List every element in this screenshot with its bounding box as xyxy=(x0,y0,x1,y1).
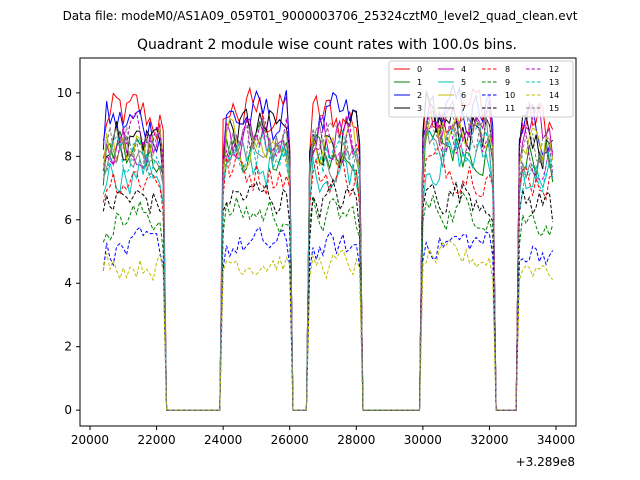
series-line-8 xyxy=(102,142,554,411)
x-tick-label: 20000 xyxy=(71,433,109,447)
legend-label: 4 xyxy=(461,65,466,74)
x-tick-label: 22000 xyxy=(137,433,175,447)
y-tick-label: 0 xyxy=(64,403,72,417)
legend-label: 3 xyxy=(417,104,422,113)
series-line-15 xyxy=(102,112,554,411)
chart-suptitle: Data file: modeM0/AS1A09_059T01_90000037… xyxy=(63,9,578,23)
legend-label: 13 xyxy=(549,78,559,87)
chart-title: Quadrant 2 module wise count rates with … xyxy=(137,37,517,53)
series-layer xyxy=(102,84,554,411)
legend-label: 10 xyxy=(505,91,515,100)
series-line-11 xyxy=(102,178,554,411)
legend-box xyxy=(388,60,574,118)
legend-label: 15 xyxy=(549,104,559,113)
y-tick-label: 10 xyxy=(57,86,72,100)
x-tick-label: 24000 xyxy=(204,433,242,447)
series-line-10 xyxy=(102,226,554,411)
legend-label: 2 xyxy=(417,91,422,100)
series-line-9 xyxy=(102,191,554,411)
y-tick-label: 6 xyxy=(64,213,72,227)
y-tick-label: 2 xyxy=(64,340,72,354)
legend-label: 5 xyxy=(461,78,466,87)
series-line-12 xyxy=(102,109,554,411)
legend-label: 0 xyxy=(417,65,422,74)
x-offset-label: +3.289e8 xyxy=(516,455,575,469)
legend-label: 12 xyxy=(549,65,559,74)
x-axis: 20000 22000 24000 26000 28000 30000 32000 34000 xyxy=(71,426,575,447)
legend-label: 1 xyxy=(417,78,422,87)
x-tick-label: 26000 xyxy=(271,433,309,447)
series-line-14 xyxy=(102,239,554,411)
x-tick-label: 28000 xyxy=(337,433,375,447)
legend-label: 6 xyxy=(461,91,466,100)
plot-frame xyxy=(79,57,577,427)
series-line-5 xyxy=(102,138,554,411)
x-tick-label: 32000 xyxy=(470,433,508,447)
legend-label: 7 xyxy=(461,104,466,113)
legend-label: 8 xyxy=(505,65,510,74)
x-tick-label: 34000 xyxy=(537,433,575,447)
y-axis: 0 2 4 6 8 10 xyxy=(57,86,80,417)
legend-label: 9 xyxy=(505,78,510,87)
legend-label: 11 xyxy=(505,104,515,113)
y-tick-label: 8 xyxy=(64,149,72,163)
legend-label: 14 xyxy=(549,91,559,100)
x-tick-label: 30000 xyxy=(404,433,442,447)
y-tick-label: 4 xyxy=(64,276,72,290)
